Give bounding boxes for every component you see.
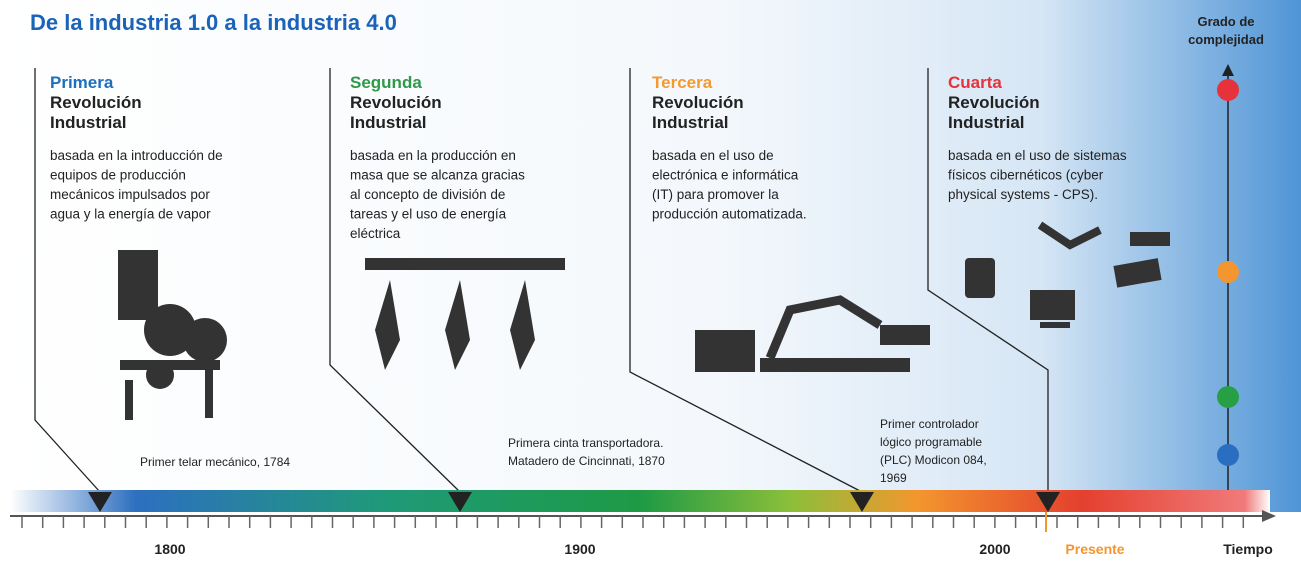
revolution-ordinal: Primera xyxy=(50,73,114,92)
year-label: 2000 xyxy=(979,541,1010,557)
milestone: Primer telar mecánico, 1784 xyxy=(140,455,290,469)
revolution-description: electrónica e informática xyxy=(652,168,799,183)
axis-band xyxy=(0,512,1301,566)
milestone: Primera cinta transportadora. xyxy=(508,436,663,450)
milestone: Primer controlador xyxy=(880,417,979,431)
revolution-ordinal: Cuarta xyxy=(948,73,1002,92)
timeline xyxy=(10,490,1270,512)
milestone: (PLC) Modicon 084, xyxy=(880,453,987,467)
milestone: Matadero de Cincinnati, 1870 xyxy=(508,454,665,468)
x-axis-label: Tiempo xyxy=(1223,541,1273,557)
milestone: lógico programable xyxy=(880,435,982,449)
revolution-description: equipos de producción xyxy=(50,168,186,183)
present-label: Presente xyxy=(1065,541,1124,557)
level-dot xyxy=(1217,444,1239,466)
revolution-description: physical systems - CPS). xyxy=(948,187,1098,202)
revolution-description: al concepto de división de xyxy=(350,187,505,202)
revolution-description: producción automatizada. xyxy=(652,207,807,222)
year-label: 1800 xyxy=(154,541,185,557)
revolution-description: agua y la energía de vapor xyxy=(50,207,211,222)
revolution-heading: Revolución xyxy=(50,93,142,112)
revolution-heading: Industrial xyxy=(652,113,729,132)
revolution-heading: Industrial xyxy=(350,113,427,132)
revolution-description: eléctrica xyxy=(350,226,401,241)
revolution-description: (IT) para promover la xyxy=(652,187,779,202)
milestone: 1969 xyxy=(880,471,907,485)
revolution-heading: Industrial xyxy=(50,113,127,132)
revolution-heading: Revolución xyxy=(350,93,442,112)
revolution-description: físicos cibernéticos (cyber xyxy=(948,168,1104,183)
revolution-description: masa que se alcanza gracias xyxy=(350,168,525,183)
y-axis-label: Grado de xyxy=(1197,14,1254,29)
revolution-ordinal: Tercera xyxy=(652,73,713,92)
background xyxy=(0,0,1301,566)
title: De la industria 1.0 a la industria 4.0 xyxy=(30,10,397,35)
y-axis-label: complejidad xyxy=(1188,32,1264,47)
revolution-description: basada en el uso de sistemas xyxy=(948,148,1127,163)
revolution-description: tareas y el uso de energía xyxy=(350,207,507,222)
revolution-description: basada en el uso de xyxy=(652,148,774,163)
revolution-heading: Industrial xyxy=(948,113,1025,132)
revolution-heading: Revolución xyxy=(948,93,1040,112)
revolution-ordinal: Segunda xyxy=(350,73,422,92)
revolution-description: basada en la introducción de xyxy=(50,148,223,163)
level-dot xyxy=(1217,79,1239,101)
level-dot xyxy=(1217,261,1239,283)
revolution-description: mecánicos impulsados por xyxy=(50,187,210,202)
revolution-description: basada en la producción en xyxy=(350,148,516,163)
infographic: De la industria 1.0 a la industria 4.0 xyxy=(0,0,1301,566)
year-label: 1900 xyxy=(564,541,595,557)
revolution-heading: Revolución xyxy=(652,93,744,112)
level-dot xyxy=(1217,386,1239,408)
